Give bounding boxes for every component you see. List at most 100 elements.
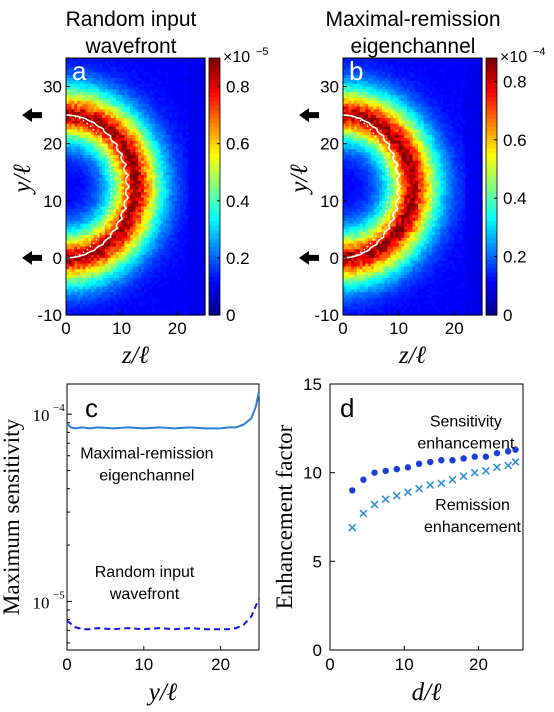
- heatmap-cell: [85, 277, 89, 282]
- heatmap-cell: [177, 183, 181, 188]
- heatmap-cell: [85, 243, 89, 248]
- heatmap-cell: [157, 300, 162, 305]
- heatmap-cell: [157, 80, 162, 85]
- heatmap-cell: [93, 232, 98, 236]
- heatmap-cell: [370, 63, 375, 68]
- heatmap-cell: [168, 123, 173, 128]
- heatmap-cell: [113, 243, 117, 248]
- heatmap-cell: [365, 77, 369, 82]
- heatmap-cell: [68, 255, 73, 259]
- heatmap-cell: [479, 63, 483, 68]
- heatmap-cell: [124, 157, 128, 162]
- heatmap-cell: [154, 175, 159, 179]
- heatmap-cell: [146, 69, 150, 73]
- heatmap-cell: [188, 300, 192, 305]
- heatmap-cell: [77, 192, 81, 196]
- heatmap-cell: [113, 95, 117, 99]
- heatmap-cell: [68, 312, 73, 316]
- heatmap-cell: [196, 137, 201, 142]
- heatmap-cell: [88, 80, 92, 85]
- heatmap-cell: [118, 80, 123, 85]
- heatmap-cell: [99, 306, 103, 310]
- heatmap-cell: [143, 223, 148, 228]
- heatmap-cell: [202, 237, 206, 242]
- heatmap-cell: [177, 186, 181, 190]
- heatmap-cell: [68, 175, 73, 179]
- heatmap-cell: [348, 63, 352, 68]
- heatmap-cell: [166, 200, 170, 205]
- heatmap-cell: [182, 175, 187, 179]
- heatmap-cell: [149, 157, 153, 162]
- heatmap-cell: [171, 66, 176, 71]
- heatmap-cell: [113, 195, 117, 199]
- heatmap-cell: [185, 295, 189, 299]
- heatmap-cell: [113, 135, 117, 139]
- heatmap-cell: [166, 232, 170, 236]
- heatmap-cell: [179, 152, 184, 156]
- heatmap-cell: [182, 123, 187, 128]
- heatmap-cell: [121, 103, 125, 108]
- heatmap-cell: [168, 163, 173, 168]
- heatmap-cell: [166, 126, 170, 130]
- heatmap-cell: [68, 83, 73, 88]
- heatmap-cell: [171, 112, 176, 116]
- colorbar-segment: [209, 255, 220, 260]
- heatmap-cell: [143, 177, 148, 182]
- heatmap-cell: [185, 252, 189, 256]
- heatmap-cell: [199, 257, 203, 262]
- heatmap-cell: [166, 166, 170, 170]
- heatmap-cell: [160, 149, 164, 153]
- heatmap-cell: [149, 212, 153, 216]
- heatmap-cell: [409, 63, 414, 68]
- heatmap-cell: [154, 309, 159, 313]
- heatmap-cell: [354, 69, 358, 73]
- heatmap-cell: [124, 300, 128, 305]
- heatmap-cell: [121, 200, 125, 205]
- heatmap-cell: [113, 235, 117, 239]
- heatmap-cell: [79, 212, 84, 216]
- heatmap-cell: [71, 95, 75, 99]
- heatmap-cell: [66, 260, 70, 265]
- heatmap-cell: [179, 72, 184, 76]
- heatmap-cell: [132, 249, 137, 253]
- heatmap-cell: [199, 86, 203, 91]
- heatmap-cell: [110, 180, 114, 185]
- heatmap-cell: [118, 292, 123, 296]
- heatmap-cell: [127, 195, 131, 199]
- heatmap-cell: [104, 243, 109, 248]
- heatmap-cell: [152, 263, 156, 268]
- heatmap-cell: [163, 140, 167, 145]
- heatmap-cell: [107, 163, 112, 168]
- heatmap-cell: [163, 257, 167, 262]
- heatmap-cell: [68, 143, 73, 148]
- heatmap-cell: [116, 157, 120, 162]
- heatmap-cell: [157, 195, 162, 199]
- heatmap-cell: [138, 103, 142, 108]
- heatmap-cell: [88, 100, 92, 105]
- heatmap-cell: [129, 86, 134, 91]
- heatmap-cell: [191, 172, 195, 176]
- heatmap-cell: [152, 163, 156, 168]
- heatmap-cell: [68, 172, 73, 176]
- heatmap-cell: [351, 75, 355, 79]
- heatmap-cell: [79, 172, 84, 176]
- heatmap-cell: [166, 172, 170, 176]
- heatmap-cell: [135, 229, 139, 233]
- heatmap-cell: [66, 252, 70, 256]
- heatmap-cell: [88, 206, 92, 210]
- heatmap-cell: [71, 263, 75, 268]
- heatmap-cell: [85, 157, 89, 162]
- heatmap-cell: [96, 172, 100, 176]
- heatmap-cell: [118, 132, 123, 136]
- heatmap-cell: [168, 272, 173, 276]
- heatmap-cell: [179, 117, 184, 122]
- heatmap-cell: [110, 269, 114, 273]
- heatmap-cell: [379, 72, 383, 76]
- heatmap-cell: [71, 260, 75, 265]
- heatmap-cell: [168, 169, 173, 173]
- heatmap-cell: [121, 129, 125, 133]
- heatmap-cell: [124, 289, 128, 293]
- heatmap-cell: [171, 272, 176, 276]
- heatmap-cell: [124, 257, 128, 262]
- heatmap-cell: [202, 80, 206, 85]
